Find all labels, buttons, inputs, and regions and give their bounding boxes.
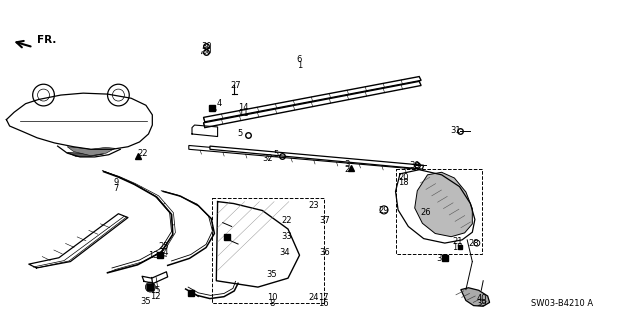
Text: 5: 5 — [274, 150, 279, 159]
Text: 16: 16 — [318, 299, 328, 308]
Text: 36: 36 — [320, 248, 330, 256]
Text: FR.: FR. — [37, 35, 57, 45]
Text: 1: 1 — [297, 61, 302, 70]
Text: 18: 18 — [398, 178, 408, 187]
Text: 12: 12 — [150, 292, 161, 301]
Polygon shape — [204, 81, 421, 128]
Polygon shape — [204, 77, 421, 122]
Text: 6: 6 — [297, 56, 302, 64]
Text: 8: 8 — [269, 299, 275, 308]
Text: 17: 17 — [318, 293, 328, 302]
Text: 22: 22 — [282, 216, 292, 225]
Text: 30: 30 — [202, 42, 212, 51]
Circle shape — [145, 282, 156, 292]
Text: 26: 26 — [420, 208, 431, 217]
Text: 32: 32 — [262, 154, 273, 163]
Text: 20: 20 — [398, 173, 408, 182]
Polygon shape — [461, 288, 490, 306]
Text: 23: 23 — [308, 201, 319, 210]
Text: 13: 13 — [148, 251, 159, 260]
Text: 24: 24 — [158, 248, 168, 256]
Text: 15: 15 — [150, 286, 161, 295]
Text: 40: 40 — [477, 294, 487, 303]
Text: 37: 37 — [320, 216, 330, 225]
Text: 10: 10 — [267, 293, 277, 302]
Text: SW03-B4210 A: SW03-B4210 A — [531, 299, 593, 308]
Text: 29: 29 — [379, 206, 389, 215]
Text: 14: 14 — [238, 103, 248, 112]
Polygon shape — [210, 146, 424, 169]
Text: 34: 34 — [280, 248, 290, 256]
Text: 24: 24 — [308, 293, 319, 302]
Text: 27: 27 — [230, 81, 241, 90]
Text: 39: 39 — [477, 299, 487, 308]
Text: 21: 21 — [452, 237, 463, 246]
Text: 31: 31 — [451, 126, 461, 135]
Text: 2: 2 — [344, 165, 349, 174]
Text: 3: 3 — [344, 160, 349, 169]
Text: 38: 38 — [436, 254, 447, 263]
Bar — [212, 198, 324, 303]
Text: 33: 33 — [282, 232, 292, 241]
Text: 35: 35 — [141, 297, 151, 306]
Text: 28: 28 — [468, 239, 479, 248]
Text: 35: 35 — [267, 270, 277, 279]
Text: 11: 11 — [238, 109, 248, 118]
Text: 19: 19 — [452, 243, 463, 252]
Text: 25: 25 — [158, 242, 168, 251]
Polygon shape — [415, 172, 472, 237]
Text: 9: 9 — [114, 178, 119, 187]
Polygon shape — [189, 145, 416, 169]
Text: 5: 5 — [237, 130, 243, 138]
Polygon shape — [67, 147, 115, 156]
Text: 22: 22 — [138, 149, 148, 158]
Polygon shape — [67, 152, 104, 156]
Text: 4: 4 — [217, 99, 222, 108]
Text: 30: 30 — [202, 47, 212, 56]
Text: 30: 30 — [410, 161, 420, 170]
Bar — [396, 169, 482, 254]
Text: 7: 7 — [114, 184, 119, 193]
